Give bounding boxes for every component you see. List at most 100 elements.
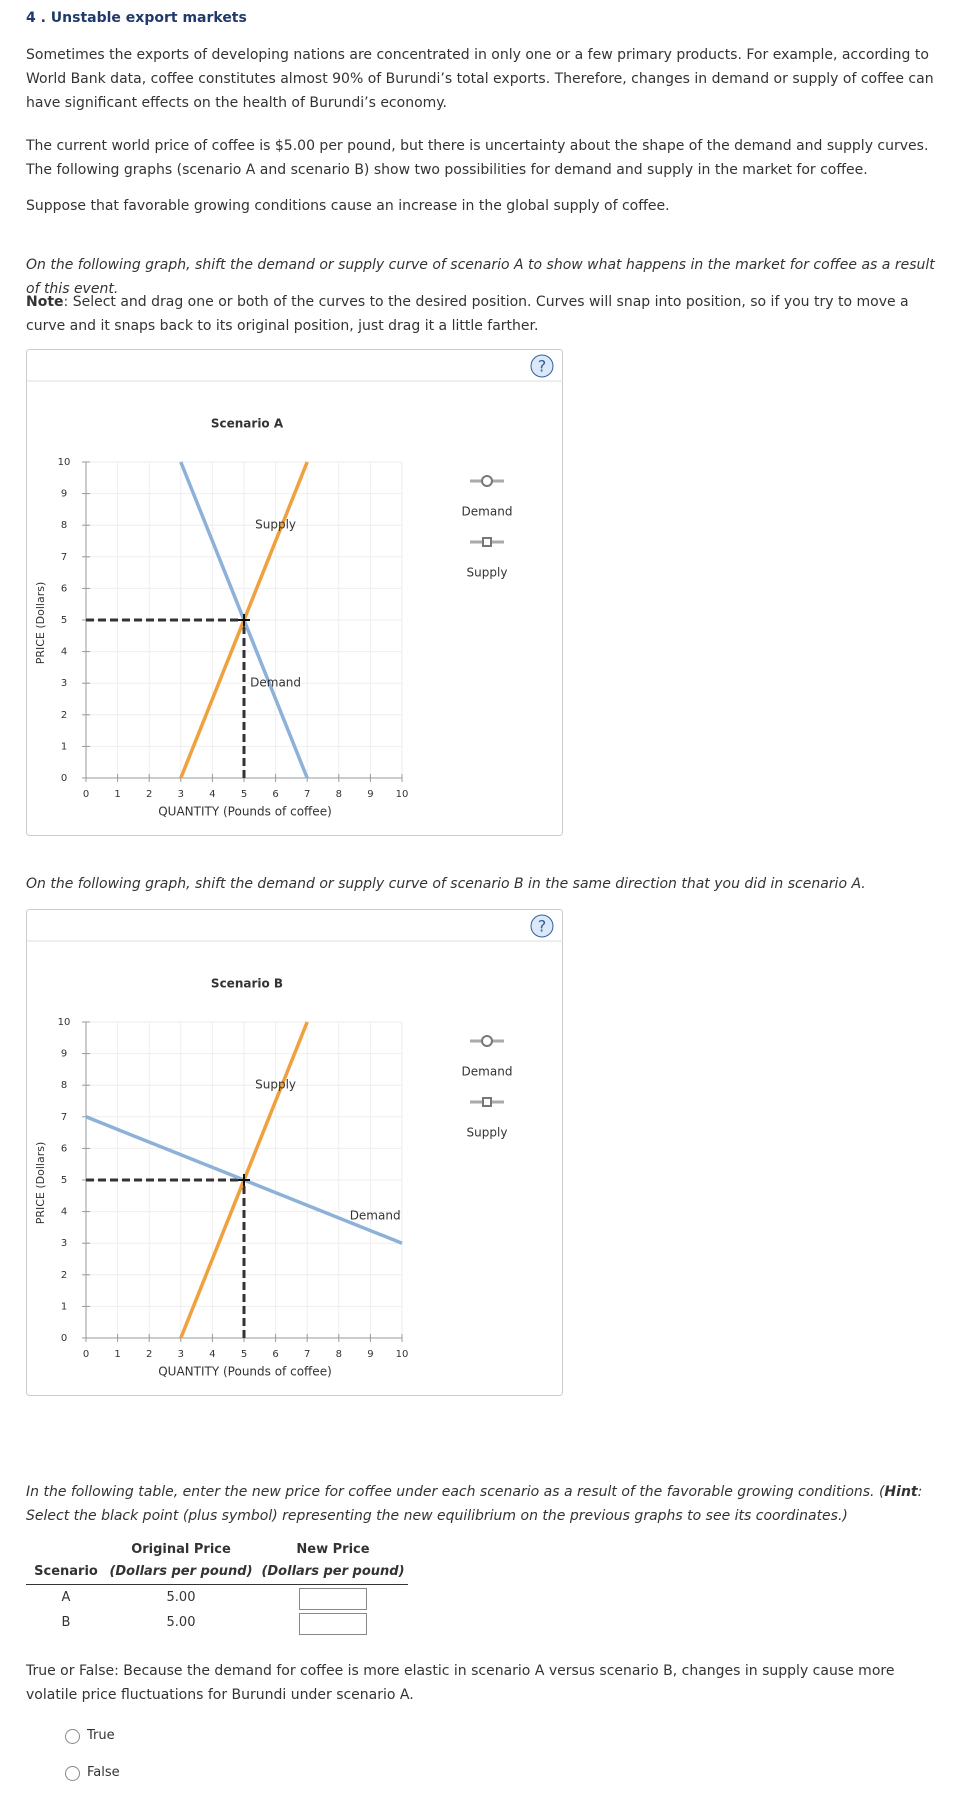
help-button[interactable] (530, 354, 554, 378)
y-tick-label: 1 (61, 741, 67, 752)
y-tick-label: 3 (61, 1238, 67, 1249)
x-tick-label: 3 (178, 789, 184, 800)
price-input[interactable] (299, 1613, 367, 1635)
y-axis-label: PRICE (Dollars) (34, 582, 47, 665)
curve-label: Supply (255, 1078, 296, 1092)
y-tick-label: 9 (61, 489, 67, 500)
x-tick-label: 6 (272, 789, 278, 800)
x-tick-label: 0 (83, 789, 89, 800)
y-tick-label: 2 (61, 1270, 67, 1281)
x-tick-label: 9 (367, 1349, 373, 1360)
legend-label: Demand (462, 1065, 513, 1079)
graph-panel: ? Scenario A 0 1 2 3 4 5 6 7 8 9 10 0 1 2 3 4 5 6 7 8 9 10 QUANT… (26, 349, 563, 836)
cell: A (61, 1590, 71, 1605)
radio-button[interactable] (65, 1729, 80, 1744)
chart-title: Scenario B (211, 977, 283, 991)
legend-label: Supply (467, 1126, 508, 1140)
help-button[interactable] (530, 914, 554, 938)
y-tick-label: 5 (61, 615, 67, 626)
x-tick-label: 4 (209, 789, 215, 800)
question: True or False: Because the demand for co… (26, 1663, 895, 1703)
y-tick-label: 10 (58, 1017, 71, 1028)
option-label[interactable]: True (87, 1728, 115, 1743)
chart-title: Scenario A (211, 417, 284, 431)
panel-frame (26, 909, 563, 1396)
text: In the following table, enter the new pr… (26, 1484, 885, 1500)
x-tick-label: 8 (336, 1349, 342, 1360)
help-icon[interactable]: ? (538, 357, 547, 376)
y-tick-label: 4 (61, 1207, 67, 1218)
x-tick-label: 2 (146, 1349, 152, 1360)
x-tick-label: 10 (396, 1349, 409, 1360)
y-tick-label: 7 (61, 1112, 67, 1123)
y-tick-label: 9 (61, 1049, 67, 1060)
paragraph: Sometimes the exports of developing nati… (26, 47, 934, 111)
column-header: Scenario (34, 1564, 98, 1579)
paragraph: The current world price of coffee is $5.… (26, 138, 929, 178)
text: : Select the black point (plus symbol) r… (26, 1484, 923, 1524)
x-tick-label: 8 (336, 789, 342, 800)
x-tick-label: 0 (83, 1349, 89, 1360)
legend-label: Supply (467, 566, 508, 580)
instruction: On the following graph, shift the demand… (26, 876, 866, 892)
x-tick-label: 5 (241, 1349, 247, 1360)
column-unit: (Dollars per pound) (261, 1564, 405, 1579)
x-tick-label: 1 (114, 789, 120, 800)
note: Note: Select and drag one or both of the… (26, 290, 938, 338)
y-tick-label: 1 (61, 1301, 67, 1312)
y-tick-label: 10 (58, 457, 71, 468)
cell: 5.00 (166, 1615, 196, 1630)
x-tick-label: 7 (304, 1349, 310, 1360)
y-tick-label: 5 (61, 1175, 67, 1186)
y-tick-label: 7 (61, 552, 67, 563)
y-tick-label: 4 (61, 647, 67, 658)
legend-marker[interactable] (481, 1035, 493, 1047)
y-tick-label: 0 (61, 1333, 67, 1344)
hint-label: Hint (884, 1484, 918, 1500)
x-axis-label: QUANTITY (Pounds of coffee) (158, 1365, 332, 1379)
heading: 4 . Unstable export markets (26, 10, 247, 26)
legend-marker[interactable] (482, 537, 492, 547)
column-header: Original Price (131, 1542, 231, 1557)
option-label[interactable]: False (87, 1765, 120, 1780)
x-tick-label: 7 (304, 789, 310, 800)
note-label: Note (26, 294, 64, 310)
paragraph: Suppose that favorable growing condition… (26, 198, 670, 214)
x-tick-label: 6 (272, 1349, 278, 1360)
curve-label: Demand (350, 1209, 401, 1223)
x-tick-label: 4 (209, 1349, 215, 1360)
y-tick-label: 6 (61, 1143, 67, 1154)
y-tick-label: 8 (61, 520, 67, 531)
y-tick-label: 8 (61, 1080, 67, 1091)
y-tick-label: 6 (61, 583, 67, 594)
curve-label: Supply (255, 518, 296, 532)
y-tick-label: 0 (61, 773, 67, 784)
note-text: : Select and drag one or both of the cur… (26, 294, 909, 334)
equilibrium-point[interactable] (238, 614, 250, 626)
panel-frame (26, 349, 563, 836)
x-tick-label: 5 (241, 789, 247, 800)
column-unit: (Dollars per pound) (109, 1564, 253, 1579)
y-axis-label: PRICE (Dollars) (34, 1142, 47, 1225)
x-tick-label: 9 (367, 789, 373, 800)
legend-label: Demand (462, 505, 513, 519)
x-tick-label: 10 (396, 789, 409, 800)
table-instruction: In the following table, enter the new pr… (26, 1480, 938, 1528)
legend-marker[interactable] (482, 1097, 492, 1107)
radio-button[interactable] (65, 1766, 80, 1781)
column-header: New Price (296, 1542, 370, 1557)
equilibrium-point[interactable] (238, 1174, 250, 1186)
y-tick-label: 2 (61, 710, 67, 721)
x-tick-label: 2 (146, 789, 152, 800)
curve-label: Demand (250, 676, 301, 690)
price-input[interactable] (299, 1588, 367, 1610)
x-tick-label: 1 (114, 1349, 120, 1360)
x-tick-label: 3 (178, 1349, 184, 1360)
instruction: On the following graph, shift the demand… (26, 257, 935, 297)
help-icon[interactable]: ? (538, 917, 547, 936)
cell: B (61, 1615, 71, 1630)
graph-panel: ? Scenario B 0 1 2 3 4 5 6 7 8 9 10 0 1 2 3 4 5 6 7 8 9 10 QUANT… (26, 909, 563, 1396)
legend-marker[interactable] (481, 475, 493, 487)
header-rule (26, 1584, 408, 1585)
